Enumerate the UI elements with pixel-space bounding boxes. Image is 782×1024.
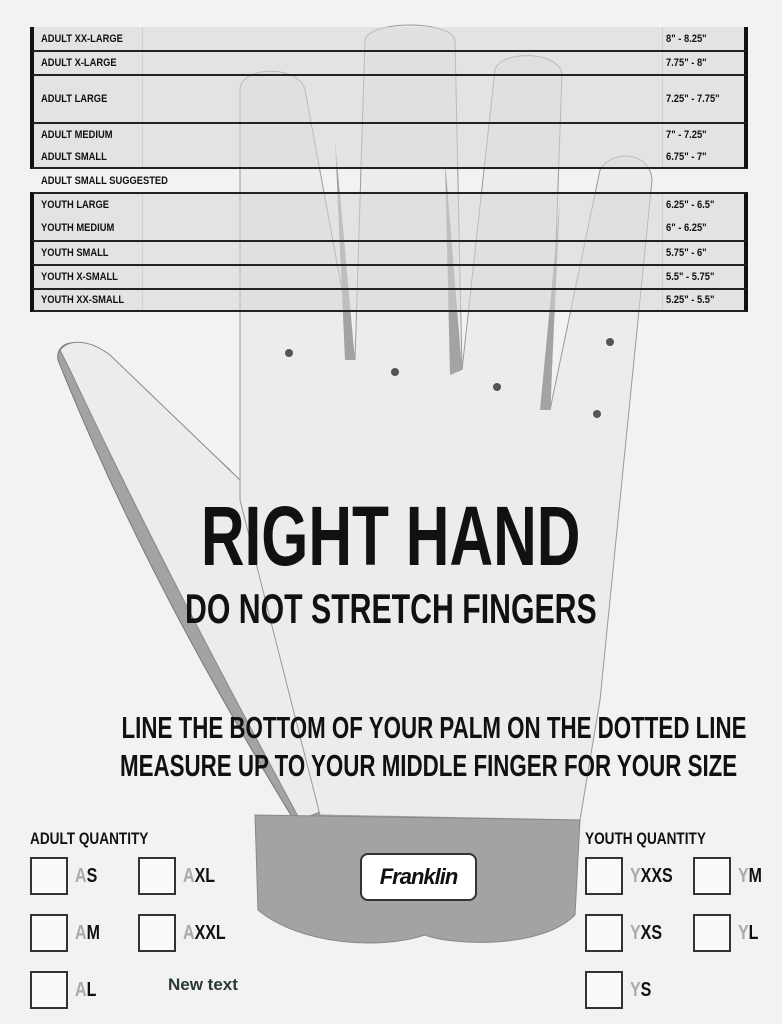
size-name: ADULT X-LARGE <box>41 57 117 69</box>
instruction-line: MEASURE UP TO YOUR MIDDLE FINGER FOR YOU… <box>120 748 738 783</box>
checkbox-youth-xs[interactable] <box>585 914 623 952</box>
size-range: 5.25" - 5.5" <box>666 294 715 306</box>
size-row: ADULT SMALL 6.75" - 7" <box>30 146 748 169</box>
adult-quantity-label: ADULT QUANTITY <box>30 829 149 848</box>
size-range: 7.75" - 8" <box>666 57 707 69</box>
size-name: ADULT LARGE <box>41 93 108 105</box>
size-row: YOUTH MEDIUM 6" - 6.25" <box>30 216 748 240</box>
size-name: YOUTH MEDIUM <box>41 222 115 234</box>
checkbox-adult-xxl[interactable] <box>138 914 176 952</box>
youth-quantity-label: YOUTH QUANTITY <box>585 829 706 848</box>
checkbox-adult-l[interactable] <box>30 971 68 1009</box>
size-range: 6" - 6.25" <box>666 222 707 234</box>
size-range: 8" - 8.25" <box>666 32 707 45</box>
size-range: 5.75" - 6" <box>666 247 707 259</box>
size-range: 6.25" - 6.5" <box>666 199 715 211</box>
option-youth-l: YL <box>738 922 759 944</box>
size-range: 7" - 7.25" <box>666 129 707 141</box>
size-name: YOUTH X-SMALL <box>41 271 118 283</box>
size-range: 6.75" - 7" <box>666 150 707 163</box>
size-name: ADULT MEDIUM <box>41 129 113 141</box>
heading: RIGHT HAND <box>201 489 581 583</box>
size-row: ADULT MEDIUM 7" - 7.25" <box>30 122 748 146</box>
size-row: ADULT X-LARGE 7.75" - 8" <box>30 50 748 74</box>
size-row: ADULT LARGE 7.25" - 7.75" <box>30 74 748 122</box>
franklin-logo: Franklin <box>360 853 477 901</box>
new-text-label[interactable]: New text <box>168 975 238 994</box>
checkbox-youth-s[interactable] <box>585 971 623 1009</box>
size-name: ADULT XX-LARGE <box>41 32 123 45</box>
option-adult-xl: AXL <box>183 865 216 887</box>
instruction-line: LINE THE BOTTOM OF YOUR PALM ON THE DOTT… <box>121 710 747 745</box>
size-row: YOUTH XX-SMALL 5.25" - 5.5" <box>30 288 748 312</box>
option-youth-xs: YXS <box>630 922 663 944</box>
size-row: YOUTH X-SMALL 5.5" - 5.75" <box>30 264 748 288</box>
size-row: YOUTH LARGE 6.25" - 6.5" <box>30 192 748 216</box>
option-youth-xxs: YXXS <box>630 865 673 887</box>
option-adult-xxl: AXXL <box>183 922 226 944</box>
option-youth-s: YS <box>630 979 652 1001</box>
option-youth-m: YM <box>738 865 763 887</box>
size-name: YOUTH SMALL <box>41 247 109 259</box>
size-name: ADULT SMALL <box>41 150 107 163</box>
size-row: ADULT XX-LARGE 8" - 8.25" <box>30 27 748 50</box>
size-name: YOUTH LARGE <box>41 199 110 211</box>
option-adult-m: AM <box>75 922 100 944</box>
size-range: 7.25" - 7.75" <box>666 93 720 105</box>
subheading: DO NOT STRETCH FINGERS <box>185 585 597 632</box>
option-adult-l: AL <box>75 979 97 1001</box>
checkbox-youth-m[interactable] <box>693 857 731 895</box>
size-name: YOUTH XX-SMALL <box>41 294 125 306</box>
checkbox-adult-s[interactable] <box>30 857 68 895</box>
option-adult-s: AS <box>75 865 98 887</box>
checkbox-youth-l[interactable] <box>693 914 731 952</box>
size-name: ADULT SMALL SUGGESTED <box>41 174 168 187</box>
checkbox-adult-xl[interactable] <box>138 857 176 895</box>
checkbox-adult-m[interactable] <box>30 914 68 952</box>
checkbox-youth-xxs[interactable] <box>585 857 623 895</box>
size-range: 5.5" - 5.75" <box>666 271 715 283</box>
size-row: YOUTH SMALL 5.75" - 6" <box>30 240 748 264</box>
size-row-suggested: ADULT SMALL SUGGESTED <box>30 169 748 192</box>
